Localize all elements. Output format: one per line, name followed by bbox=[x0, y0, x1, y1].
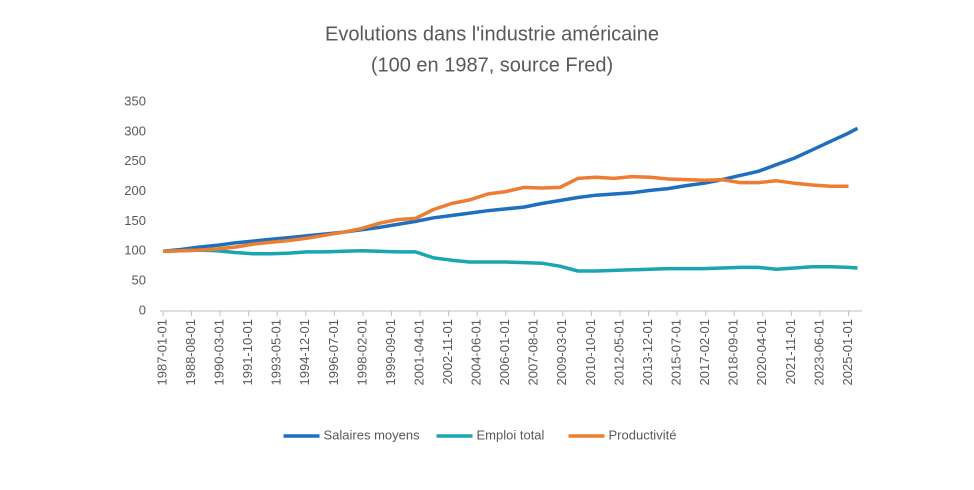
x-tick-label: 2017-02-01 bbox=[697, 319, 712, 386]
x-tick-label: 2004-06-01 bbox=[469, 319, 484, 386]
y-tick-label: 100 bbox=[124, 243, 146, 258]
y-tick-label: 50 bbox=[132, 273, 146, 288]
x-tick-label: 2006-01-01 bbox=[497, 319, 512, 386]
x-tick-label: 1990-03-01 bbox=[211, 319, 226, 386]
series-line bbox=[162, 174, 849, 254]
x-tick-label: 2013-12-01 bbox=[640, 319, 655, 386]
x-tick-label: 1999-09-01 bbox=[383, 319, 398, 386]
x-tick-label: 1998-02-01 bbox=[354, 319, 369, 386]
legend-label: Emploi total bbox=[477, 427, 545, 442]
x-tick-label: 2015-07-01 bbox=[668, 319, 683, 386]
x-tick-label: 2007-08-01 bbox=[526, 319, 541, 386]
chart-subtitle: (100 en 1987, source Fred) bbox=[371, 54, 613, 76]
x-tick-label: 2012-05-01 bbox=[611, 319, 626, 386]
y-tick-label: 250 bbox=[124, 153, 146, 168]
x-tick-label: 2002-11-01 bbox=[440, 319, 455, 385]
x-tick-label: 2020-04-01 bbox=[754, 319, 769, 386]
x-tick-label: 1991-10-01 bbox=[240, 319, 255, 386]
x-tick-label: 1993-05-01 bbox=[269, 319, 284, 386]
x-tick-label: 1988-08-01 bbox=[183, 319, 198, 386]
x-tick-label: 2018-09-01 bbox=[726, 319, 741, 386]
x-tick-label: 2009-03-01 bbox=[554, 319, 569, 386]
y-tick-label: 200 bbox=[124, 183, 146, 198]
legend-label: Salaires moyens bbox=[324, 427, 421, 442]
x-tick-label: 2025-01-01 bbox=[840, 319, 855, 386]
x-tick-label: 2023-06-01 bbox=[811, 319, 826, 386]
y-tick-label: 150 bbox=[124, 213, 146, 228]
series-line bbox=[162, 126, 859, 254]
legend-label: Productivité bbox=[609, 427, 677, 442]
x-tick-label: 1994-12-01 bbox=[297, 319, 312, 386]
y-tick-label: 0 bbox=[139, 302, 146, 317]
x-tick-label: 2001-04-01 bbox=[411, 319, 426, 386]
x-tick-label: 2010-10-01 bbox=[583, 319, 598, 386]
x-tick-label: 1996-07-01 bbox=[326, 319, 341, 386]
x-tick-label: 2021-11-01 bbox=[783, 319, 798, 385]
chart-title: Evolutions dans l'industrie américaine bbox=[325, 23, 659, 45]
x-tick-label: 1987-01-01 bbox=[154, 319, 169, 386]
y-tick-label: 350 bbox=[124, 93, 146, 108]
series-line bbox=[162, 248, 858, 273]
y-tick-label: 300 bbox=[124, 123, 146, 138]
